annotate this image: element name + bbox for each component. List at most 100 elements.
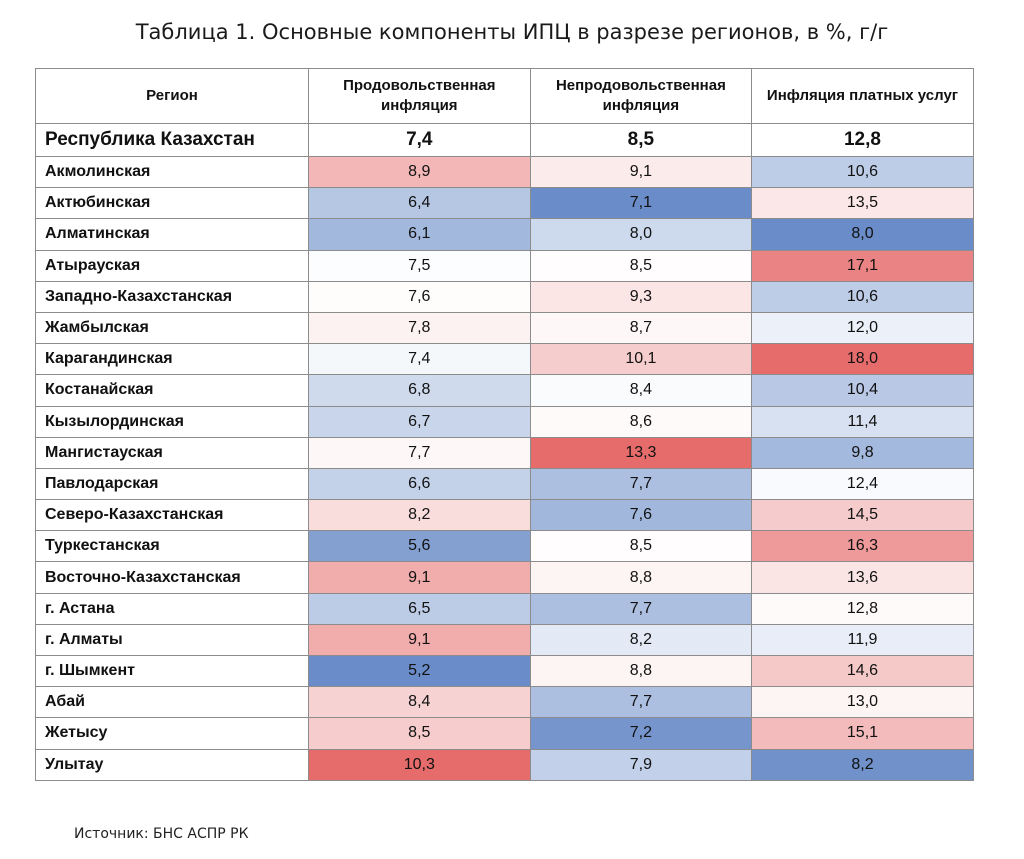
region-name: Жетысу xyxy=(35,717,309,750)
food-value-cell: 8,2 xyxy=(308,499,531,532)
food-value-cell: 7,5 xyxy=(308,249,531,282)
food-value-cell: 7,8 xyxy=(308,311,531,345)
food-value-cell: 6,8 xyxy=(308,374,531,407)
food-value-cell: 8,9 xyxy=(308,155,531,189)
food-value-cell: 6,5 xyxy=(308,592,531,625)
food-value-cell: 8,4 xyxy=(308,686,531,719)
food-value-cell: 6,6 xyxy=(308,467,531,501)
nonfood-value-cell: 10,1 xyxy=(529,343,753,376)
services-value-cell: 17,1 xyxy=(751,249,974,282)
nonfood-value-cell: 8,5 xyxy=(529,530,753,563)
food-value-cell: 9,1 xyxy=(308,561,531,594)
services-value-cell: 12,8 xyxy=(751,592,974,625)
table-row: Атырауская 7,5 8,5 17,1 xyxy=(35,249,974,282)
nonfood-value-cell: 7,7 xyxy=(529,592,753,625)
food-value-cell: 6,4 xyxy=(308,187,531,220)
services-value-cell: 12,0 xyxy=(751,311,974,345)
region-name: Актюбинская xyxy=(35,187,309,220)
table-title: Таблица 1. Основные компоненты ИПЦ в раз… xyxy=(135,20,889,44)
table-row: г. Астана 6,5 7,7 12,8 xyxy=(35,592,974,625)
nonfood-value-cell: 13,3 xyxy=(529,436,753,469)
nonfood-value-cell: 9,1 xyxy=(529,155,753,189)
total-services-value: 12,8 xyxy=(751,123,974,157)
food-value-cell: 6,1 xyxy=(308,218,531,251)
services-value-cell: 8,0 xyxy=(751,218,974,251)
food-value-cell: 10,3 xyxy=(308,748,531,781)
nonfood-value-cell: 7,9 xyxy=(529,748,753,781)
table-row: Северо-Казахстанская 8,2 7,6 14,5 xyxy=(35,499,974,532)
table-row: Актюбинская 6,4 7,1 13,5 xyxy=(35,187,974,220)
services-value-cell: 14,6 xyxy=(751,654,974,688)
services-value-cell: 8,2 xyxy=(751,748,974,781)
services-value-cell: 13,0 xyxy=(751,686,974,719)
services-value-cell: 10,4 xyxy=(751,374,974,407)
food-value-cell: 7,7 xyxy=(308,436,531,469)
food-value-cell: 7,4 xyxy=(308,343,531,376)
table-row: Кызылординская 6,7 8,6 11,4 xyxy=(35,405,974,438)
services-value-cell: 10,6 xyxy=(751,280,974,313)
food-value-cell: 6,7 xyxy=(308,405,531,438)
column-header-food: Продовольственная инфляция xyxy=(308,68,531,124)
services-value-cell: 13,6 xyxy=(751,561,974,594)
table-row: Туркестанская 5,6 8,5 16,3 xyxy=(35,530,974,563)
region-name: Северо-Казахстанская xyxy=(35,499,309,532)
nonfood-value-cell: 7,2 xyxy=(529,717,753,750)
column-header-region: Регион xyxy=(35,68,309,124)
services-value-cell: 12,4 xyxy=(751,467,974,501)
source-note: Источник: БНС АСПР РК xyxy=(74,826,249,842)
table-row: Западно-Казахстанская 7,6 9,3 10,6 xyxy=(35,280,974,313)
services-value-cell: 9,8 xyxy=(751,436,974,469)
nonfood-value-cell: 7,7 xyxy=(529,686,753,719)
region-name: Восточно-Казахстанская xyxy=(35,561,309,594)
services-value-cell: 15,1 xyxy=(751,717,974,750)
table-row: г. Алматы 9,1 8,2 11,9 xyxy=(35,623,974,657)
region-name: Павлодарская xyxy=(35,467,309,501)
food-value-cell: 8,5 xyxy=(308,717,531,750)
food-value-cell: 5,6 xyxy=(308,530,531,563)
nonfood-value-cell: 8,8 xyxy=(529,654,753,688)
total-row: Республика Казахстан 7,4 8,5 12,8 xyxy=(35,123,974,157)
services-value-cell: 11,9 xyxy=(751,623,974,657)
region-name: Туркестанская xyxy=(35,530,309,563)
table-row: Акмолинская 8,9 9,1 10,6 xyxy=(35,155,974,189)
services-value-cell: 10,6 xyxy=(751,155,974,189)
total-region: Республика Казахстан xyxy=(35,123,309,157)
header-row: Регион Продовольственная инфляция Непрод… xyxy=(35,68,974,124)
region-name: Мангистауская xyxy=(35,436,309,469)
table-row: Мангистауская 7,7 13,3 9,8 xyxy=(35,436,974,469)
column-header-nonfood: Непродовольственная инфляция xyxy=(529,68,753,124)
nonfood-value-cell: 8,6 xyxy=(529,405,753,438)
region-name: Жамбылская xyxy=(35,311,309,345)
region-name: г. Алматы xyxy=(35,623,309,657)
table-row: Улытау 10,3 7,9 8,2 xyxy=(35,748,974,781)
region-name: Карагандинская xyxy=(35,343,309,376)
region-name: Алматинская xyxy=(35,218,309,251)
region-name: г. Шымкент xyxy=(35,654,309,688)
table-row: Жамбылская 7,8 8,7 12,0 xyxy=(35,311,974,345)
region-name: г. Астана xyxy=(35,592,309,625)
food-value-cell: 7,6 xyxy=(308,280,531,313)
region-name: Акмолинская xyxy=(35,155,309,189)
region-name: Абай xyxy=(35,686,309,719)
nonfood-value-cell: 8,7 xyxy=(529,311,753,345)
table-row: Жетысу 8,5 7,2 15,1 xyxy=(35,717,974,750)
table-row: Павлодарская 6,6 7,7 12,4 xyxy=(35,467,974,501)
services-value-cell: 11,4 xyxy=(751,405,974,438)
table-row: г. Шымкент 5,2 8,8 14,6 xyxy=(35,654,974,688)
table-row: Восточно-Казахстанская 9,1 8,8 13,6 xyxy=(35,561,974,594)
services-value-cell: 16,3 xyxy=(751,530,974,563)
nonfood-value-cell: 7,7 xyxy=(529,467,753,501)
region-name: Атырауская xyxy=(35,249,309,282)
column-header-services: Инфляция платных услуг xyxy=(751,68,974,124)
region-name: Западно-Казахстанская xyxy=(35,280,309,313)
nonfood-value-cell: 7,6 xyxy=(529,499,753,532)
nonfood-value-cell: 9,3 xyxy=(529,280,753,313)
nonfood-value-cell: 8,4 xyxy=(529,374,753,407)
table-row: Костанайская 6,8 8,4 10,4 xyxy=(35,374,974,407)
region-name: Кызылординская xyxy=(35,405,309,438)
services-value-cell: 13,5 xyxy=(751,187,974,220)
region-name: Улытау xyxy=(35,748,309,781)
nonfood-value-cell: 8,0 xyxy=(529,218,753,251)
table-row: Алматинская 6,1 8,0 8,0 xyxy=(35,218,974,251)
total-food-value: 7,4 xyxy=(308,123,531,157)
